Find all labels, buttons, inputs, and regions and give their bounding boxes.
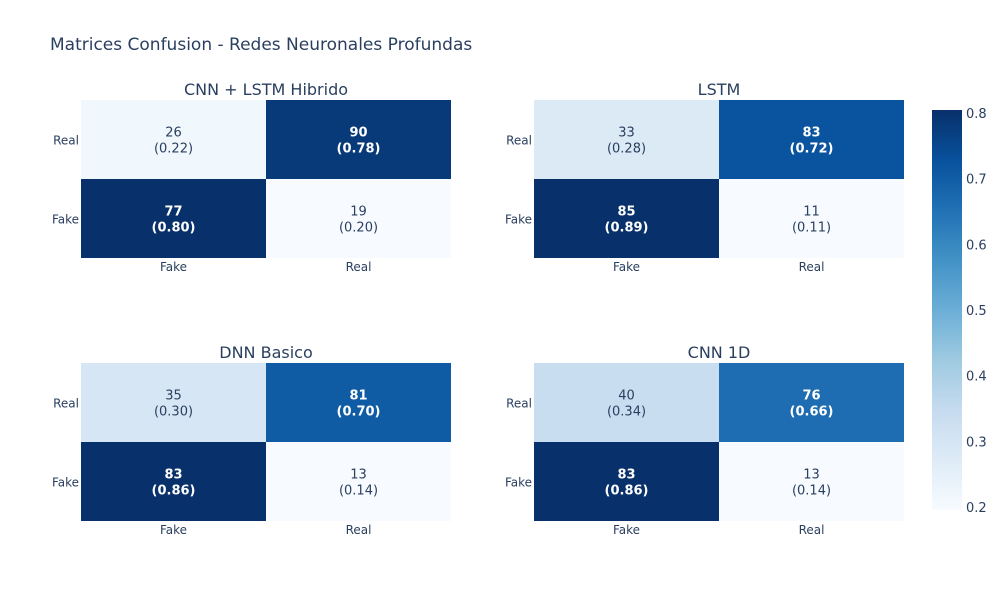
- heatmap-cell: [534, 100, 719, 179]
- cell-count-label: 13: [803, 468, 820, 483]
- cell-rate-label: (0.20): [339, 221, 378, 236]
- cell-rate-label: (0.30): [154, 405, 193, 420]
- heatmap-cell: [266, 100, 451, 179]
- colorbar: 0.2 0.3 0.4 0.5 0.6 0.7 0.8: [932, 107, 987, 516]
- heatmap-cell: [81, 442, 266, 521]
- subplot-title: DNN Basico: [219, 343, 313, 362]
- colorbar-tick-label: 0.5: [966, 304, 987, 319]
- x-tick-label: Real: [346, 523, 372, 537]
- y-tick-label: Real: [53, 397, 79, 411]
- heatmap-cell: [534, 363, 719, 442]
- x-tick-label: Real: [799, 260, 825, 274]
- heatmap-cell: [81, 363, 266, 442]
- colorbar-gradient: [932, 110, 962, 510]
- y-tick-label: Fake: [505, 213, 532, 227]
- x-tick-label: Real: [346, 260, 372, 274]
- heatmap-cell: [719, 100, 904, 179]
- colorbar-tick-label: 0.8: [966, 107, 987, 122]
- cell-count-label: 33: [618, 126, 635, 141]
- cell-rate-label: (0.14): [792, 484, 831, 499]
- heatmap-cell: [266, 442, 451, 521]
- x-tick-label: Real: [799, 523, 825, 537]
- heatmap-cell: [81, 100, 266, 179]
- cell-count-label: 90: [349, 126, 367, 141]
- cell-rate-label: (0.86): [152, 484, 196, 499]
- cell-count-label: 11: [803, 205, 820, 220]
- y-tick-label: Fake: [52, 213, 79, 227]
- cell-rate-label: (0.80): [152, 221, 196, 236]
- cell-count-label: 83: [617, 468, 635, 483]
- y-tick-label: Fake: [52, 476, 79, 490]
- heatmap-cell: [534, 179, 719, 258]
- cell-rate-label: (0.70): [337, 405, 381, 420]
- figure-title: Matrices Confusion - Redes Neuronales Pr…: [50, 35, 472, 55]
- heatmap-panel: CNN + LSTM Hibrido 77(0.80) 19(0.20) Fake 26…: [52, 80, 451, 274]
- subplot-title: CNN + LSTM Hibrido: [184, 80, 348, 99]
- cell-rate-label: (0.72): [790, 142, 834, 157]
- cell-rate-label: (0.78): [337, 142, 381, 157]
- cell-count-label: 19: [350, 205, 367, 220]
- x-tick-label: Fake: [613, 523, 640, 537]
- cell-count-label: 81: [349, 389, 367, 404]
- cell-count-label: 40: [618, 389, 635, 404]
- cell-count-label: 35: [165, 389, 182, 404]
- colorbar-tick-label: 0.2: [966, 501, 987, 516]
- cell-count-label: 85: [617, 205, 635, 220]
- heatmap-cell: [81, 179, 266, 258]
- x-tick-label: Fake: [160, 523, 187, 537]
- cell-rate-label: (0.14): [339, 484, 378, 499]
- colorbar-tick-label: 0.4: [966, 370, 987, 385]
- y-tick-label: Real: [506, 134, 532, 148]
- cell-rate-label: (0.22): [154, 142, 193, 157]
- y-tick-label: Fake: [505, 476, 532, 490]
- heatmap-cell: [719, 442, 904, 521]
- cell-count-label: 83: [164, 468, 182, 483]
- colorbar-tick-label: 0.7: [966, 173, 987, 188]
- heatmap-cell: [266, 363, 451, 442]
- cell-rate-label: (0.28): [607, 142, 646, 157]
- cell-rate-label: (0.34): [607, 405, 646, 420]
- heatmap-cell: [719, 179, 904, 258]
- cell-rate-label: (0.89): [605, 221, 649, 236]
- cell-rate-label: (0.11): [792, 221, 831, 236]
- heatmap-cell: [719, 363, 904, 442]
- heatmap-cell: [266, 179, 451, 258]
- subplot-title: LSTM: [698, 80, 741, 99]
- heatmap-cell: [534, 442, 719, 521]
- x-tick-label: Fake: [613, 260, 640, 274]
- heatmap-panel: CNN 1D 83(0.86) 13(0.14) Fake 40(0.34) 76(0.6…: [505, 343, 904, 537]
- colorbar-tick-label: 0.6: [966, 238, 987, 253]
- cell-rate-label: (0.86): [605, 484, 649, 499]
- heatmap-panel: DNN Basico 83(0.86) 13(0.14) Fake 35(0.30) 81…: [52, 343, 451, 537]
- cell-count-label: 83: [802, 126, 820, 141]
- subplot-title: CNN 1D: [688, 343, 751, 362]
- cell-rate-label: (0.66): [790, 405, 834, 420]
- cell-count-label: 13: [350, 468, 367, 483]
- heatmap-panel: LSTM 85(0.89) 11(0.11) Fake 33(0.28) 83(0.72)…: [505, 80, 904, 274]
- x-tick-label: Fake: [160, 260, 187, 274]
- y-tick-label: Real: [506, 397, 532, 411]
- colorbar-tick-label: 0.3: [966, 435, 987, 450]
- cell-count-label: 77: [164, 205, 182, 220]
- y-tick-label: Real: [53, 134, 79, 148]
- cell-count-label: 26: [165, 126, 182, 141]
- cell-count-label: 76: [802, 389, 820, 404]
